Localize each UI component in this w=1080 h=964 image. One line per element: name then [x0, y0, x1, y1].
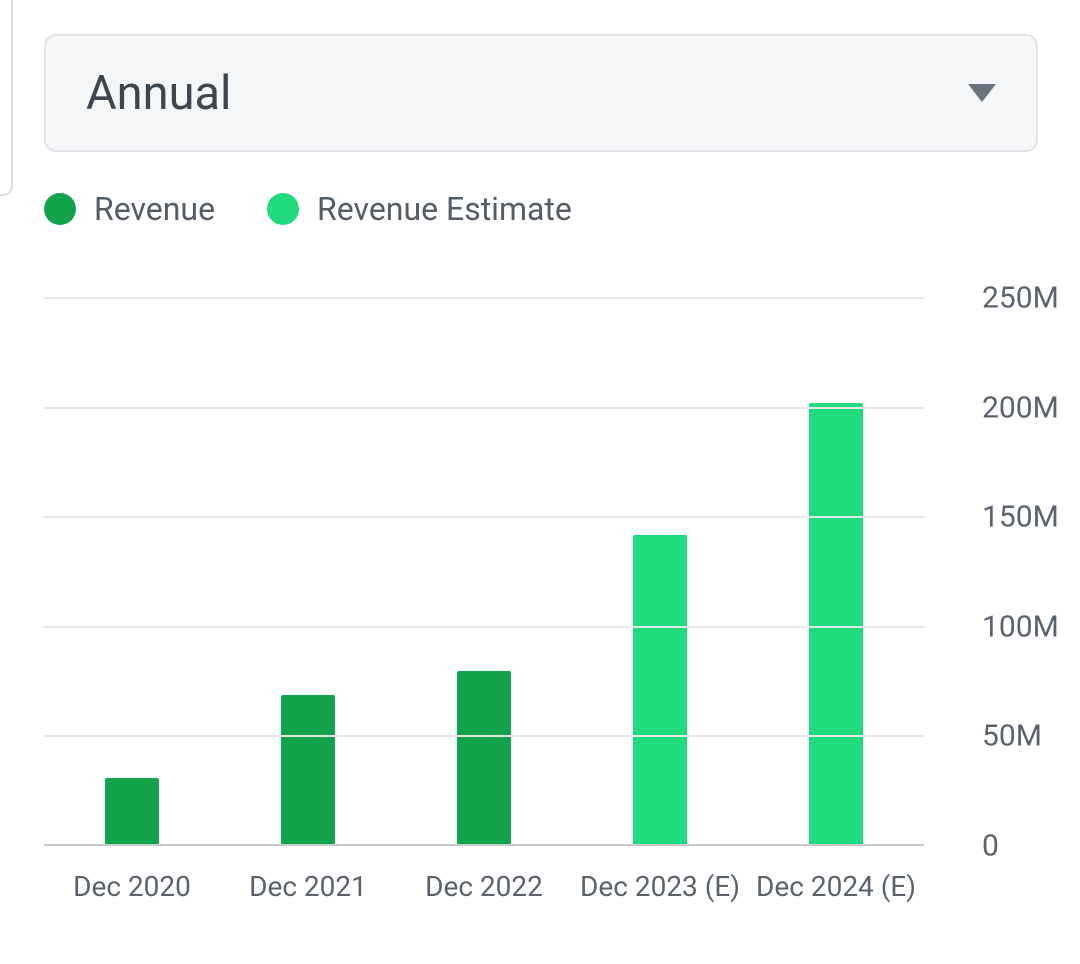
chart-gridline — [44, 735, 924, 737]
legend-label: Revenue Estimate — [317, 190, 572, 228]
legend-item: Revenue Estimate — [267, 190, 572, 228]
chart-bar[interactable] — [281, 695, 335, 844]
chart-y-tick-label: 200M — [982, 390, 1059, 425]
chart-y-tick-label: 100M — [982, 609, 1059, 644]
chart-bar[interactable] — [105, 778, 159, 844]
period-dropdown-label: Annual — [86, 66, 231, 121]
chart-y-tick-label: 50M — [982, 719, 1042, 754]
chart-gridline — [44, 407, 924, 409]
panel-edge-decoration — [0, 0, 13, 196]
chevron-down-icon — [968, 84, 996, 102]
chart-gridline — [44, 516, 924, 518]
chart-x-labels: Dec 2020 Dec 2021 Dec 2022 Dec 2023 (E) Dec … — [44, 870, 924, 910]
chart-x-tick-label: Dec 2021 — [249, 870, 367, 903]
legend-item: Revenue — [44, 190, 215, 228]
chart-x-tick-label: Dec 2020 — [73, 870, 191, 903]
chart-panel: Annual RevenueRevenue Estimate Dec 2020D… — [44, 34, 1050, 928]
chart-x-tick-label: Dec 2023 (E) — [580, 870, 740, 903]
chart-gridline — [44, 626, 924, 628]
chart-bars — [44, 296, 924, 844]
chart-y-tick-label: 250M — [982, 281, 1059, 316]
chart-gridline — [44, 297, 924, 299]
chart-y-tick-label: 150M — [982, 500, 1059, 535]
chart-bar[interactable] — [809, 403, 863, 844]
legend-swatch — [44, 193, 76, 225]
chart-x-tick-label: Dec 2022 — [425, 870, 543, 903]
period-dropdown[interactable]: Annual — [44, 34, 1038, 152]
chart-x-tick-label: Dec 2024 (E) — [756, 870, 916, 903]
chart-bar[interactable] — [633, 535, 687, 844]
legend-label: Revenue — [94, 190, 215, 228]
chart-legend: Revenue Revenue Estimate — [44, 190, 1050, 228]
legend-swatch — [267, 193, 299, 225]
chart-y-tick-label: 0 — [982, 829, 999, 864]
chart-bar[interactable] — [457, 671, 511, 844]
revenue-bar-chart: Dec 2020 Dec 2021 Dec 2022 Dec 2023 (E) Dec … — [44, 298, 1050, 928]
chart-plot-area — [44, 298, 924, 846]
